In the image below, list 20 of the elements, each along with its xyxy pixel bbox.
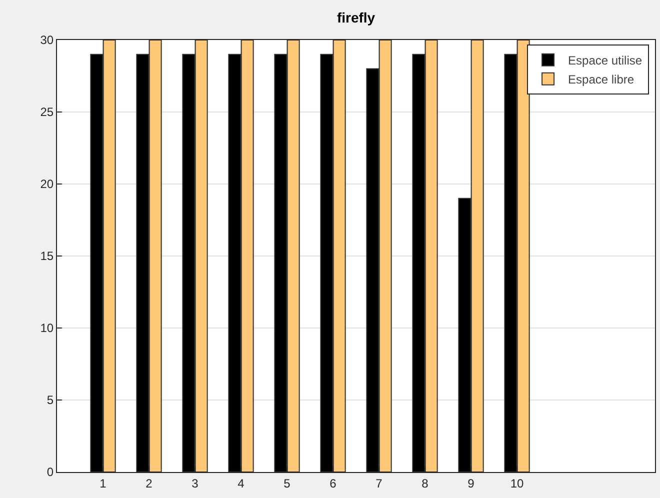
legend-label: Espace utilise	[568, 54, 642, 68]
x-tick-label: 3	[192, 476, 199, 490]
y-tick-label: 20	[40, 177, 54, 192]
legend-label: Espace libre	[568, 72, 634, 86]
x-tick-label: 10	[510, 476, 524, 490]
x-tick-label: 1	[100, 476, 107, 490]
y-tick-label: 5	[46, 393, 54, 408]
y-tick-label: 25	[40, 105, 54, 120]
x-tick-label: 9	[468, 476, 475, 490]
x-tick-label: 4	[238, 476, 245, 490]
y-tick-label: 10	[40, 321, 54, 336]
x-tick-label: 8	[422, 476, 429, 490]
x-tick-label: 7	[376, 476, 383, 490]
x-tick-label: 5	[284, 476, 291, 490]
x-tick-label: 2	[146, 476, 153, 490]
chart-title: firefly	[336, 9, 376, 26]
y-tick-label: 15	[40, 249, 54, 264]
y-tick-label: 0	[46, 465, 54, 480]
x-tick-label: 6	[330, 476, 337, 490]
y-tick-label: 30	[40, 33, 54, 48]
